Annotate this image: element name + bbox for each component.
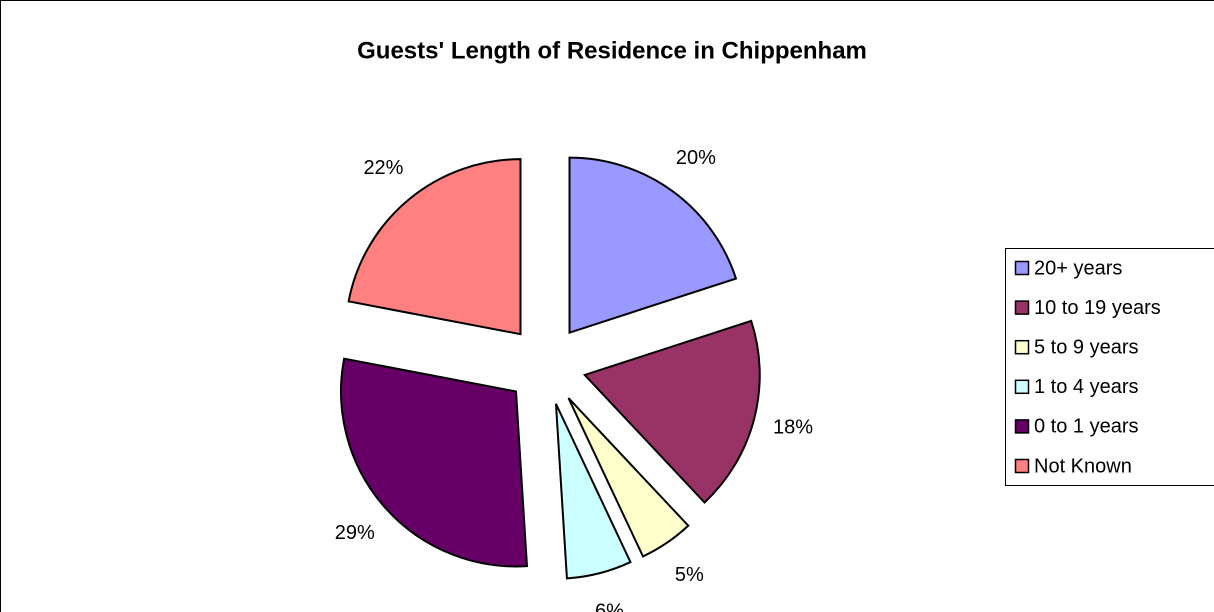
pie-slice <box>339 357 529 568</box>
legend-swatch <box>1014 260 1030 276</box>
legend-label: 5 to 9 years <box>1034 336 1139 358</box>
legend-swatch <box>1014 300 1030 315</box>
legend-label: 1 to 4 years <box>1034 376 1139 398</box>
data-label: 22% <box>363 157 403 179</box>
legend-label: 0 to 1 years <box>1034 416 1139 438</box>
legend-swatch <box>1014 419 1030 434</box>
pie-slice <box>347 158 522 336</box>
chart-title: Guests' Length of Residence in Chippenha… <box>357 37 867 64</box>
legend-swatch <box>1014 379 1030 395</box>
legend-label: Not Known <box>1034 455 1132 477</box>
pie-slice <box>568 156 738 335</box>
data-label: 18% <box>773 417 813 439</box>
legend-swatch <box>1014 339 1030 355</box>
pie-slice <box>582 319 761 504</box>
data-label: 29% <box>335 522 375 544</box>
legend-label: 10 to 19 years <box>1034 297 1161 319</box>
pie-slice <box>554 403 632 580</box>
legend-label: 20+ years <box>1034 257 1122 279</box>
legend-swatch <box>1014 458 1030 474</box>
data-label: 5% <box>675 564 704 586</box>
pie-slice <box>567 397 690 558</box>
legend <box>1005 248 1214 486</box>
data-label: 6% <box>595 600 624 612</box>
data-label: 20% <box>676 147 716 169</box>
